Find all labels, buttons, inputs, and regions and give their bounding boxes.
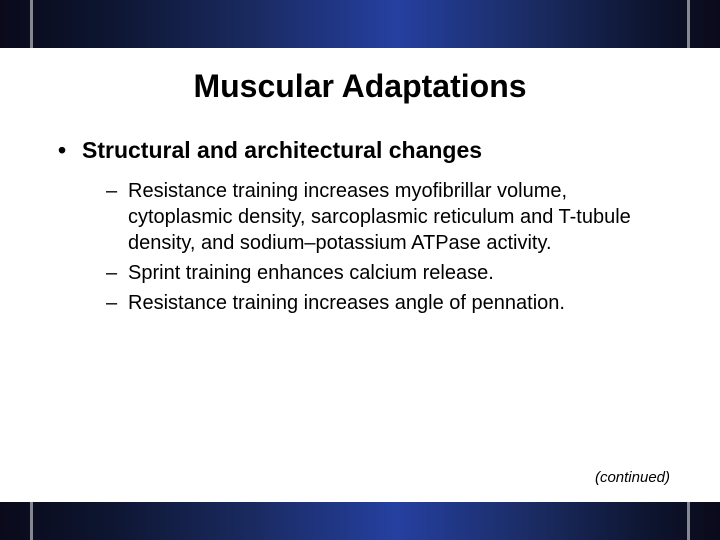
sub-bullet-item: Sprint training enhances calcium release… [106, 260, 650, 286]
continued-label: (continued) [595, 469, 670, 486]
sub-bullet-list: Resistance training increases myofibrill… [106, 178, 650, 316]
sub-bullet-item: Resistance training increases myofibrill… [106, 178, 650, 256]
bottom-decorative-bar [0, 502, 720, 540]
main-bullet: Structural and architectural changes [58, 137, 670, 164]
slide-content: Muscular Adaptations Structural and arch… [0, 48, 720, 316]
top-decorative-bar [0, 0, 720, 48]
slide-title: Muscular Adaptations [50, 68, 670, 105]
sub-bullet-item: Resistance training increases angle of p… [106, 290, 650, 316]
